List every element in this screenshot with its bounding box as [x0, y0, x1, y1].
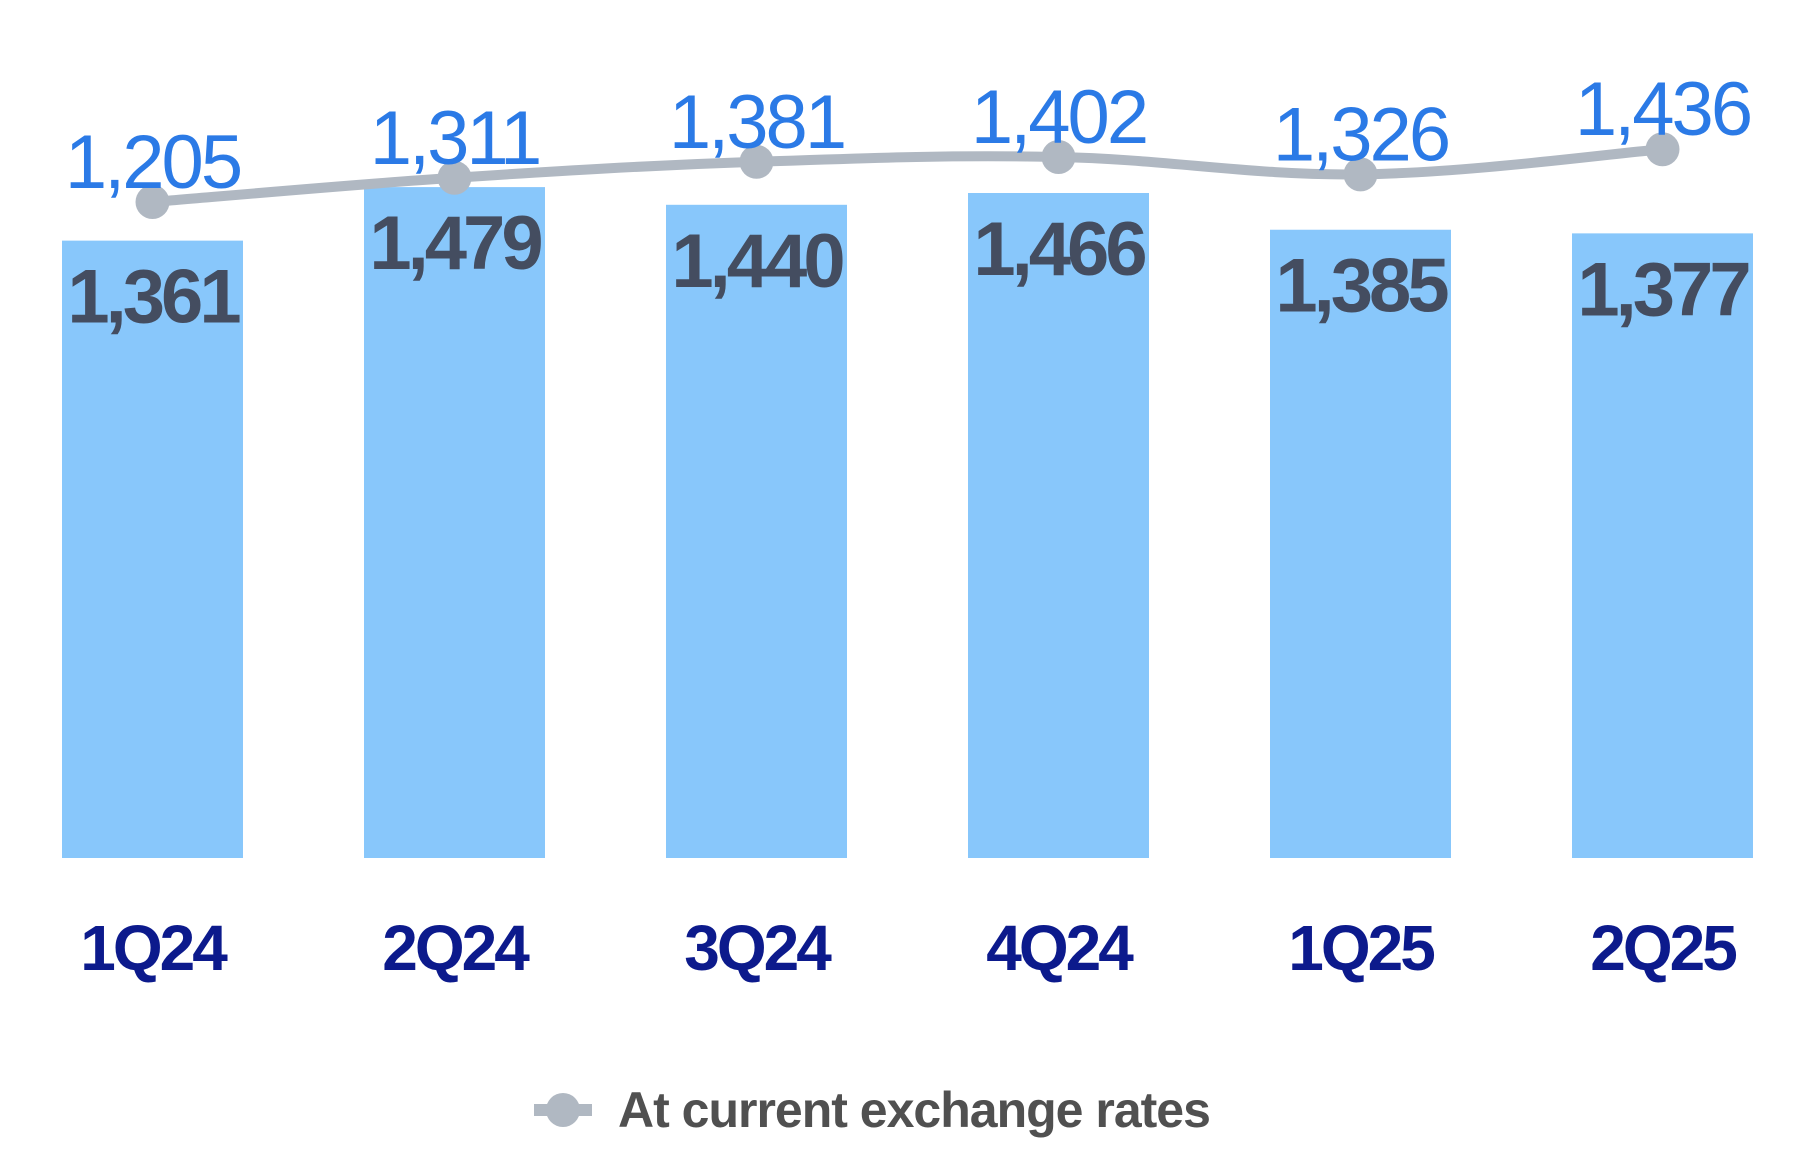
legend-marker-icon [546, 1093, 580, 1127]
bar-4Q24 [968, 193, 1149, 858]
bar-label-3Q24: 1,440 [671, 219, 843, 304]
line-point-2Q25 [1645, 132, 1680, 167]
line-label-3Q24: 1,381 [669, 80, 844, 165]
category-label-2Q25: 2Q25 [1590, 912, 1736, 984]
line-series-path [147, 144, 1668, 207]
category-label-4Q24: 4Q24 [986, 912, 1134, 984]
bar-3Q24 [666, 204, 847, 858]
bars-group [62, 187, 1753, 858]
bar-1Q24 [62, 240, 243, 858]
bar-2Q25 [1572, 233, 1753, 858]
bar-label-2Q24: 1,479 [369, 201, 541, 286]
line-label-2Q25: 1,436 [1575, 67, 1750, 152]
line-label-4Q24: 1,402 [971, 75, 1146, 160]
line-point-2Q24 [437, 160, 472, 195]
bar-label-1Q25: 1,385 [1275, 244, 1448, 329]
line-series-group [135, 132, 1680, 219]
category-label-2Q24: 2Q24 [382, 912, 530, 984]
line-point-4Q24 [1041, 140, 1076, 174]
category-label-1Q24: 1Q24 [80, 912, 228, 984]
line-label-1Q24: 1,205 [65, 120, 241, 205]
category-axis: 1Q24 2Q24 3Q24 4Q24 1Q25 2Q25 [80, 912, 1739, 984]
legend-label: At current exchange rates [618, 1082, 1210, 1138]
line-label-1Q25: 1,326 [1273, 92, 1448, 177]
line-point-3Q24 [739, 144, 774, 179]
category-label-1Q25: 1Q25 [1288, 912, 1434, 984]
legend: At current exchange rates [534, 1082, 1211, 1138]
line-point-1Q24 [135, 185, 170, 219]
bar-label-4Q24: 1,466 [973, 207, 1145, 292]
bar-label-2Q25: 1,377 [1577, 247, 1748, 332]
line-labels-group: 1,205 1,311 1,381 1,402 1,326 1,436 [65, 67, 1753, 205]
category-label-3Q24: 3Q24 [684, 912, 832, 984]
bar-labels-group: 1,361 1,479 1,440 1,466 1,385 1,377 [67, 201, 1752, 340]
bar-1Q25 [1270, 229, 1451, 858]
bar-label-1Q24: 1,361 [67, 255, 240, 340]
bar-2Q24 [364, 187, 545, 858]
line-point-1Q25 [1343, 157, 1378, 192]
line-label-2Q24: 1,311 [370, 96, 540, 181]
